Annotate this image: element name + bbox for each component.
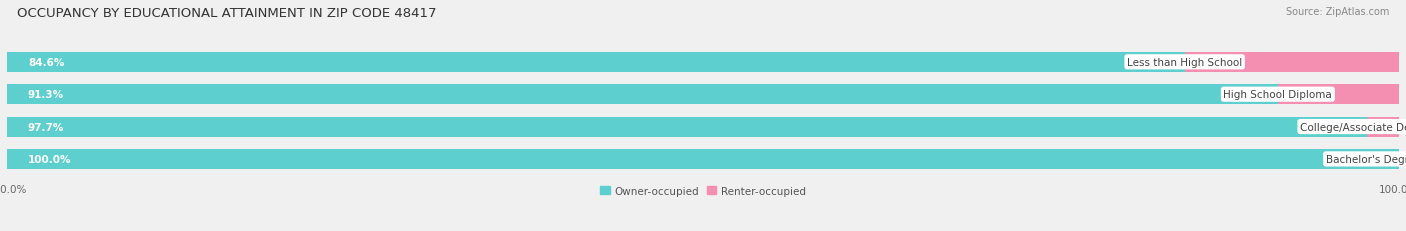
Text: College/Associate Degree: College/Associate Degree bbox=[1301, 122, 1406, 132]
Bar bbox=[7, 85, 1278, 105]
Bar bbox=[7, 85, 1399, 105]
Text: OCCUPANCY BY EDUCATIONAL ATTAINMENT IN ZIP CODE 48417: OCCUPANCY BY EDUCATIONAL ATTAINMENT IN Z… bbox=[17, 7, 436, 20]
Bar bbox=[7, 52, 1185, 73]
Bar bbox=[7, 117, 1367, 137]
Bar bbox=[1278, 85, 1399, 105]
Text: 84.6%: 84.6% bbox=[28, 58, 65, 67]
Bar bbox=[7, 149, 1399, 169]
Text: 97.7%: 97.7% bbox=[28, 122, 65, 132]
Text: 91.3%: 91.3% bbox=[28, 90, 65, 100]
Text: High School Diploma: High School Diploma bbox=[1223, 90, 1333, 100]
Bar bbox=[7, 117, 1399, 137]
Bar bbox=[7, 52, 1399, 73]
Text: Source: ZipAtlas.com: Source: ZipAtlas.com bbox=[1285, 7, 1389, 17]
Bar bbox=[1367, 117, 1399, 137]
Text: Less than High School: Less than High School bbox=[1128, 58, 1243, 67]
Legend: Owner-occupied, Renter-occupied: Owner-occupied, Renter-occupied bbox=[596, 182, 810, 200]
Bar bbox=[7, 149, 1399, 169]
Bar bbox=[1185, 52, 1399, 73]
Text: 100.0%: 100.0% bbox=[28, 154, 72, 164]
Text: Bachelor's Degree or higher: Bachelor's Degree or higher bbox=[1326, 154, 1406, 164]
